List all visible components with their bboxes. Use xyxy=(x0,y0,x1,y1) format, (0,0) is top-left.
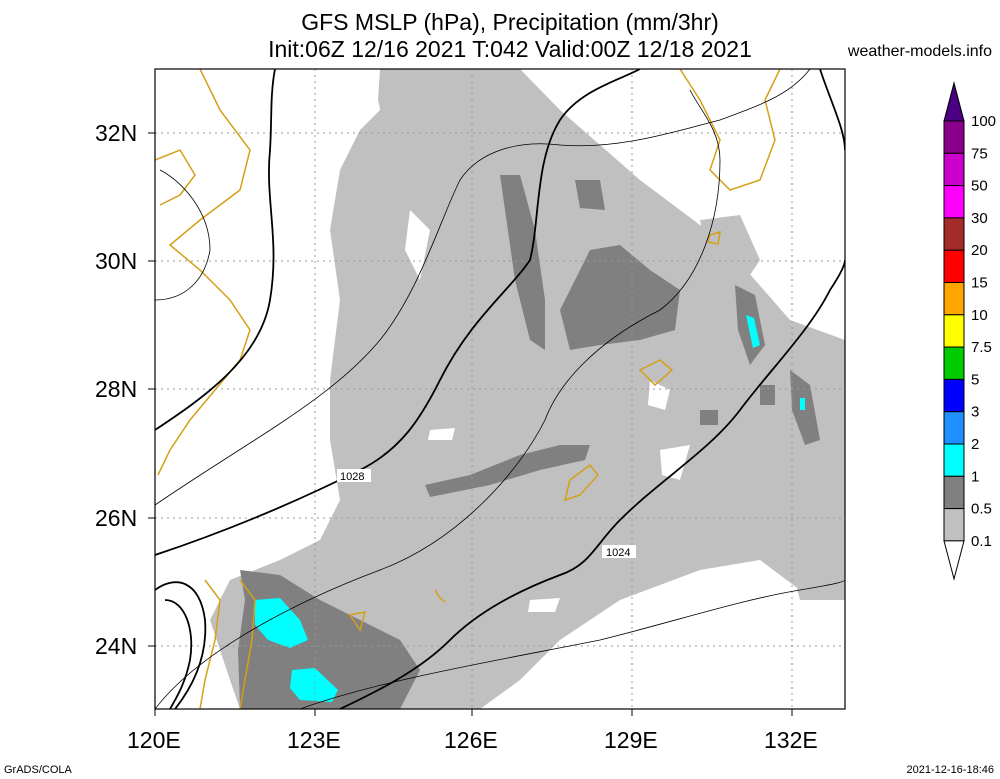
colorbar-label: 15 xyxy=(971,275,988,292)
lat-label-28n: 28N xyxy=(95,376,137,402)
isobar-labels: 1028 1024 xyxy=(337,469,636,559)
lat-label-24n: 24N xyxy=(95,633,137,659)
colorbar-swatch xyxy=(943,185,965,219)
colorbar-label: 5 xyxy=(971,371,979,388)
colorbar-swatch xyxy=(943,508,965,542)
colorbar-swatch xyxy=(943,249,965,283)
colorbar-label: 75 xyxy=(971,145,988,162)
colorbar-label: 7.5 xyxy=(971,339,992,356)
lat-axis-labels: 32N 30N 28N 26N 24N xyxy=(95,120,137,659)
lat-label-32n: 32N xyxy=(95,120,137,146)
isobar-label-1024: 1024 xyxy=(606,547,630,559)
colorbar-label: 20 xyxy=(971,242,988,259)
isobar-thin xyxy=(155,69,845,709)
colorbar-swatch xyxy=(943,217,965,251)
colorbar-label: 1 xyxy=(971,468,979,485)
colorbar-label: 30 xyxy=(971,210,988,227)
lon-label-129e: 129E xyxy=(604,727,658,753)
colorbar-label: 0.1 xyxy=(971,533,992,550)
colorbar-swatch xyxy=(943,120,965,154)
colorbar-swatch xyxy=(943,411,965,445)
colorbar-label: 3 xyxy=(971,404,979,421)
colorbar-label: 50 xyxy=(971,178,988,195)
site-credit: weather-models.info xyxy=(847,43,992,60)
lat-label-26n: 26N xyxy=(95,505,137,531)
isobar-thick xyxy=(155,69,845,709)
colorbar-swatch xyxy=(943,314,965,348)
colorbar-label: 0.5 xyxy=(971,501,992,518)
isobar-label-1028: 1028 xyxy=(340,471,364,483)
axis-ticks xyxy=(148,132,793,716)
colorbar-swatch xyxy=(943,282,965,316)
colorbar-swatch xyxy=(943,378,965,413)
colorbar-swatch xyxy=(943,346,965,380)
footer-timestamp: 2021-12-16-18:46 xyxy=(906,764,994,776)
precip-colorbar: 100 75 50 30 20 15 10 7.5 5 3 2 1 0.5 0.1 xyxy=(943,81,996,581)
colorbar-swatch xyxy=(943,443,965,477)
colorbar-top-arrow xyxy=(943,81,965,122)
lon-label-132e: 132E xyxy=(764,727,818,753)
colorbar-bottom-arrow xyxy=(943,540,965,581)
footer-software: GrADS/COLA xyxy=(4,764,72,776)
colorbar-swatch xyxy=(943,152,965,187)
lon-label-123e: 123E xyxy=(287,727,341,753)
colorbar-label: 100 xyxy=(971,113,996,130)
colorbar-label: 10 xyxy=(971,307,988,324)
chart-title-line2: Init:06Z 12/16 2021 T:042 Valid:00Z 12/1… xyxy=(268,36,752,62)
coastline xyxy=(155,69,781,709)
lat-label-30n: 30N xyxy=(95,248,137,274)
chart-title-line1: GFS MSLP (hPa), Precipitation (mm/3hr) xyxy=(301,9,719,35)
colorbar-swatch xyxy=(943,475,965,510)
heavy-precip-region xyxy=(255,315,805,702)
lon-label-120e: 120E xyxy=(127,727,181,753)
colorbar-label: 2 xyxy=(971,436,979,453)
lon-axis-labels: 120E 123E 126E 129E 132E xyxy=(127,727,818,753)
lon-label-126e: 126E xyxy=(444,727,498,753)
